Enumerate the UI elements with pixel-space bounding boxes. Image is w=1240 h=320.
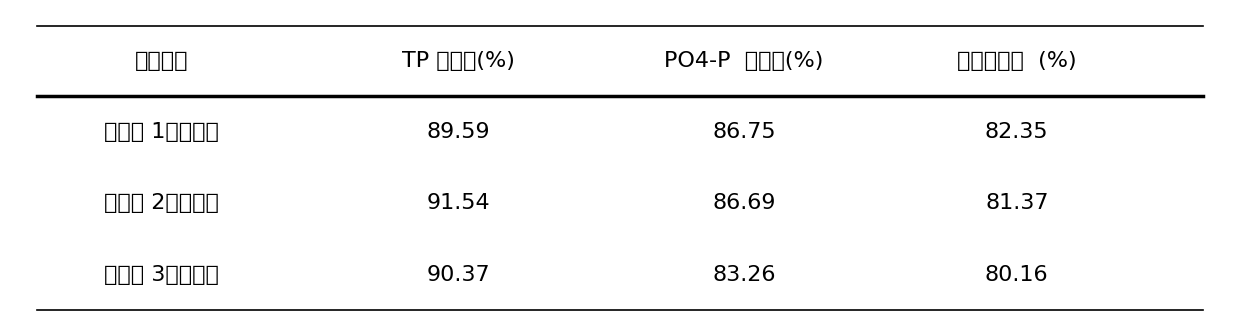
Text: 实施例 2（猪粪）: 实施例 2（猪粪） xyxy=(104,193,218,213)
Text: 91.54: 91.54 xyxy=(427,193,491,213)
Text: 89.59: 89.59 xyxy=(427,122,491,142)
Text: 90.37: 90.37 xyxy=(427,265,491,285)
Text: 实施例 3（鸡粪）: 实施例 3（鸡粪） xyxy=(104,265,218,285)
Text: 处理方式: 处理方式 xyxy=(134,51,188,71)
Text: 83.26: 83.26 xyxy=(712,265,776,285)
Text: 86.75: 86.75 xyxy=(712,122,776,142)
Text: 80.16: 80.16 xyxy=(985,265,1049,285)
Text: TP 提取率(%): TP 提取率(%) xyxy=(402,51,516,71)
Text: 81.37: 81.37 xyxy=(985,193,1049,213)
Text: 磷回收比例  (%): 磷回收比例 (%) xyxy=(957,51,1076,71)
Text: 82.35: 82.35 xyxy=(985,122,1049,142)
Text: PO4-P  提取率(%): PO4-P 提取率(%) xyxy=(665,51,823,71)
Text: 实施例 1（牛粪）: 实施例 1（牛粪） xyxy=(104,122,218,142)
Text: 86.69: 86.69 xyxy=(712,193,776,213)
